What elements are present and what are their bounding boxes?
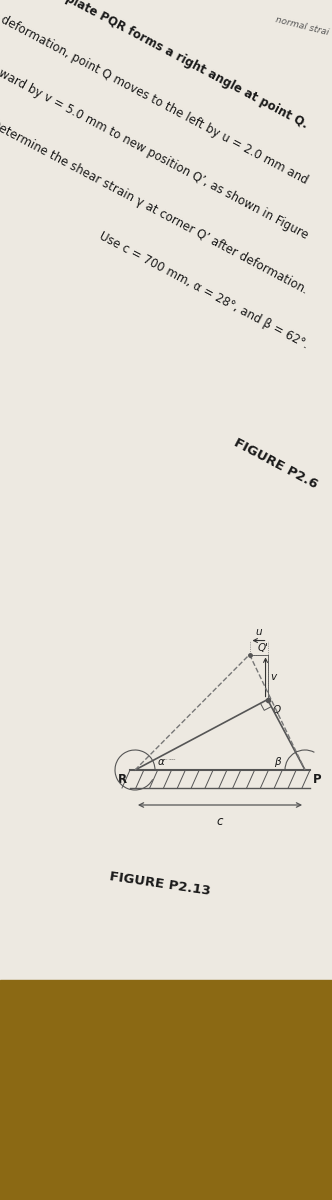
Text: P2.13  A thin triangular plate PQR forms a right angle at point Q.: P2.13 A thin triangular plate PQR forms … xyxy=(0,0,310,132)
Text: u: u xyxy=(255,626,262,636)
Text: FIGURE P2.6: FIGURE P2.6 xyxy=(232,437,320,492)
Text: FIGURE P2.13: FIGURE P2.13 xyxy=(108,870,211,898)
Text: α: α xyxy=(158,757,164,767)
Text: During deformation, point Q moves to the left by u = 2.0 mm and: During deformation, point Q moves to the… xyxy=(0,0,310,186)
Text: Q': Q' xyxy=(258,642,269,653)
Text: Use c = 700 mm, α = 28°, and β = 62°.: Use c = 700 mm, α = 28°, and β = 62°. xyxy=(97,229,310,352)
Text: c: c xyxy=(217,815,223,828)
Text: Q: Q xyxy=(273,704,281,714)
Text: P2.13.  Determine the shear strain γ at corner Q’ after deformation.: P2.13. Determine the shear strain γ at c… xyxy=(0,96,310,296)
Text: normal strai: normal strai xyxy=(275,14,330,37)
Text: P: P xyxy=(313,773,322,786)
Text: upward by v = 5.0 mm to new position Q’, as shown in Figure: upward by v = 5.0 mm to new position Q’,… xyxy=(0,59,310,241)
Text: β: β xyxy=(274,757,280,767)
Text: v: v xyxy=(271,672,277,682)
Bar xyxy=(0,980,332,1200)
Text: R: R xyxy=(118,773,127,786)
